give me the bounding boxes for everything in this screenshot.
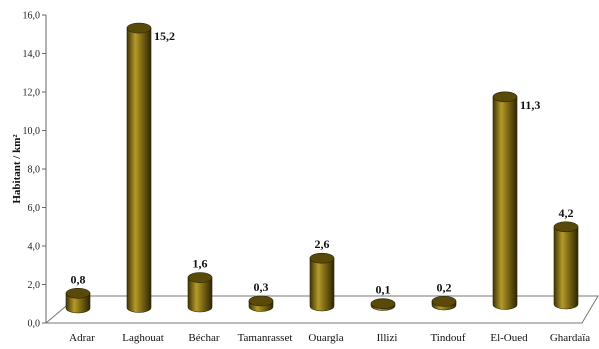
category-label: El-Oued (490, 332, 528, 344)
y-axis-title: Habitant / km² (11, 134, 23, 204)
bar-body (553, 226, 579, 310)
category-labels: Adrar Laghouat Béchar Tamanrasset Ouargla Ill… (69, 332, 590, 344)
category-label: Ghardaïa (550, 332, 590, 344)
y-tick-label: 6,0 (28, 203, 41, 214)
category-label: Tamanrasset (238, 332, 293, 344)
bar-body (126, 27, 152, 313)
bar-top (492, 91, 518, 103)
bar-body (309, 257, 335, 312)
bar-top (187, 272, 213, 283)
y-tick-label: 16,0 (23, 11, 41, 22)
category-label: Ouargla (308, 332, 343, 344)
bar-top (248, 295, 274, 307)
value-label: 0,2 (437, 280, 452, 294)
bar (431, 296, 457, 311)
bars (65, 22, 579, 314)
y-tick-label: 8,0 (28, 165, 41, 176)
y-tick-label: 14,0 (23, 49, 41, 60)
bar-top (126, 22, 152, 34)
y-tick-label: 2,0 (28, 280, 41, 291)
bar (309, 252, 335, 312)
value-label: 0,1 (376, 283, 391, 297)
bar-top (553, 221, 579, 233)
bar (370, 298, 396, 311)
y-tick-label: 0,0 (28, 319, 41, 330)
bar (492, 91, 518, 310)
value-label: 15,2 (154, 29, 175, 43)
value-label: 0,3 (254, 280, 269, 294)
y-tick-label: 4,0 (28, 242, 41, 253)
category-label: Tindouf (430, 332, 465, 344)
value-label: 2,6 (315, 237, 330, 251)
category-label: Laghouat (122, 332, 164, 344)
bar-body (492, 96, 518, 310)
bar-top (309, 252, 335, 264)
value-labels: 0,8 15,2 1,6 0,3 2,6 0,1 0,2 11,3 4,2 (71, 29, 574, 297)
bar (553, 221, 579, 310)
bar (187, 272, 213, 313)
category-label: Béchar (188, 332, 219, 344)
bar (126, 22, 152, 313)
category-label: Adrar (69, 332, 95, 344)
value-label: 4,2 (559, 206, 574, 220)
bar (248, 295, 274, 312)
value-label: 11,3 (520, 98, 540, 112)
bar-body (65, 292, 91, 314)
bar-body (187, 277, 213, 313)
bar (65, 287, 91, 314)
category-label: Illizi (377, 332, 398, 344)
bar-top (65, 287, 91, 299)
y-tick-label: 10,0 (23, 126, 41, 137)
bar-top (431, 296, 457, 307)
y-ticks: 0,0 2,0 4,0 6,0 8,0 10,0 12,0 14,0 16,0 (23, 11, 46, 330)
y-tick-label: 12,0 (23, 88, 41, 99)
value-label: 0,8 (71, 272, 86, 286)
bar-top (370, 298, 396, 309)
value-label: 1,6 (193, 257, 208, 271)
